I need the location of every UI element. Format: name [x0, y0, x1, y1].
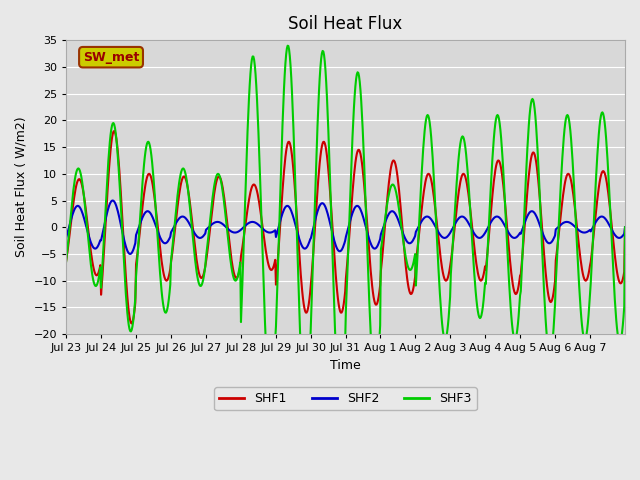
SHF1	[232, 275, 240, 281]
SHF2	[129, 247, 137, 253]
Legend: SHF1, SHF2, SHF3: SHF1, SHF2, SHF3	[214, 387, 477, 410]
SHF1	[281, 161, 289, 167]
SHF2	[232, 229, 240, 235]
SHF3	[284, 43, 291, 48]
Line: SHF3: SHF3	[66, 46, 625, 409]
SHF2	[62, 235, 70, 241]
SHF3	[128, 327, 136, 333]
Line: SHF1: SHF1	[66, 131, 625, 324]
SHF2	[404, 240, 412, 246]
SHF3	[404, 265, 412, 271]
SHF1	[621, 224, 629, 230]
SHF1	[436, 249, 444, 255]
Line: SHF2: SHF2	[66, 201, 625, 254]
SHF1	[260, 232, 268, 238]
SHF3	[62, 259, 70, 264]
SHF3	[230, 277, 238, 283]
SHF3	[301, 406, 309, 412]
SHF1	[404, 285, 412, 290]
SHF2	[621, 224, 629, 230]
SHF3	[280, 103, 287, 108]
X-axis label: Time: Time	[330, 359, 361, 372]
SHF1	[128, 321, 136, 326]
SHF1	[129, 317, 137, 323]
SHF2	[436, 231, 444, 237]
Text: SW_met: SW_met	[83, 51, 140, 64]
SHF2	[281, 205, 289, 211]
SHF1	[110, 128, 118, 134]
SHF2	[260, 227, 268, 232]
Y-axis label: Soil Heat Flux ( W/m2): Soil Heat Flux ( W/m2)	[15, 117, 28, 257]
SHF3	[436, 291, 444, 297]
SHF3	[621, 224, 629, 230]
SHF3	[259, 237, 266, 242]
SHF2	[126, 251, 134, 257]
SHF2	[109, 198, 116, 204]
Title: Soil Heat Flux: Soil Heat Flux	[289, 15, 403, 33]
SHF1	[62, 258, 70, 264]
